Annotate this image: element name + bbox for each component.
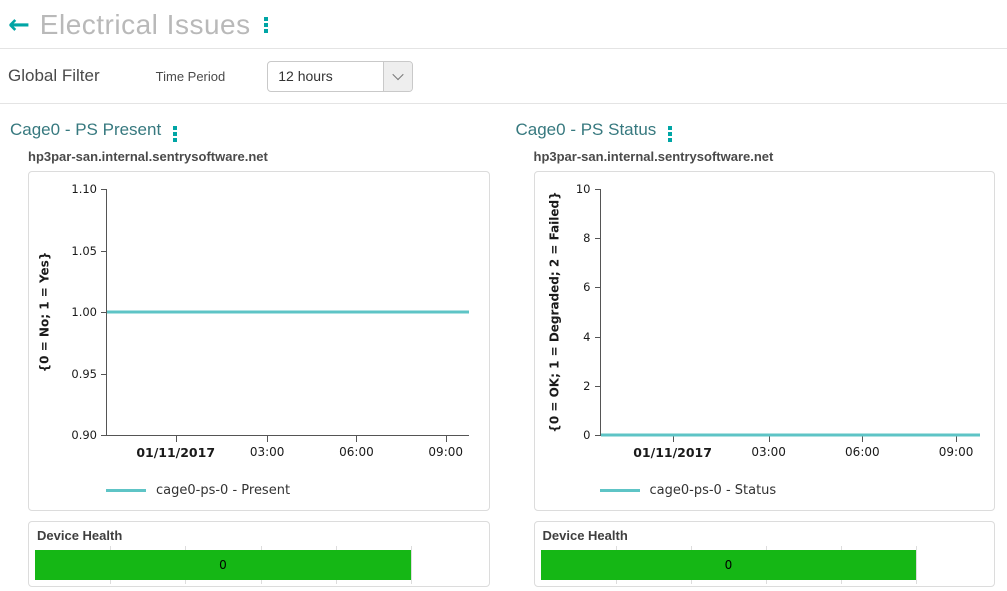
back-arrow-icon: ← (8, 10, 30, 40)
x-tick-label: 01/11/2017 (136, 445, 216, 460)
global-filter-bar: Global Filter Time Period 12 hours (0, 49, 1007, 104)
legend-label: cage0-ps-0 - Present (156, 483, 291, 498)
y-tick-label: 10 (575, 182, 591, 196)
panel-ps-present: Cage0 - PS Present hp3par-san.internal.s… (8, 112, 490, 587)
y-axis-title: {0 = No; 1 = Yes} (37, 251, 51, 372)
y-tick-label: 4 (583, 329, 591, 344)
y-tick-mark (101, 373, 107, 375)
time-period-selected-value: 12 hours (278, 68, 333, 84)
plot-area: 0 2 4 6 8 10 01/11/2017 03:00 06:00 09:00 (576, 182, 980, 460)
series-line (107, 310, 469, 314)
device-health-label: Device Health (542, 528, 628, 543)
y-tick-label: 1.10 (71, 182, 97, 196)
panel-menu-kebab-icon[interactable] (665, 123, 675, 145)
y-axis-title: {0 = OK; 1 = Degraded; 2 = Failed} (547, 190, 562, 433)
time-period-label: Time Period (155, 68, 226, 84)
x-tick-label: 09:00 (428, 445, 464, 459)
dashboard-grid: Cage0 - PS Present hp3par-san.internal.s… (0, 104, 1007, 587)
device-health-chart: 0 (540, 546, 989, 584)
device-health-chart: 0 (35, 546, 483, 584)
y-tick-mark (594, 238, 601, 240)
y-tick-label: 0 (583, 428, 591, 442)
device-health-panel: Device Health 0 (533, 521, 995, 587)
host-name: hp3par-san.internal.sentrysoftware.net (533, 149, 774, 164)
x-tick-mark (175, 436, 177, 442)
x-tick-label: 09:00 (938, 445, 974, 459)
back-button[interactable]: ← (8, 12, 34, 38)
x-tick-mark (267, 436, 269, 442)
time-period-select[interactable]: 12 hours (267, 60, 414, 92)
panel-menu-kebab-icon[interactable] (170, 123, 180, 145)
device-health-bar[interactable]: 0 (35, 550, 411, 580)
y-tick-mark (101, 189, 107, 190)
chart-panel: {0 = No; 1 = Yes} 0.90 0.95 1.00 1.05 1.10 01/… (28, 171, 490, 511)
y-tick-label: 1.05 (71, 243, 97, 258)
chart-panel: {0 = OK; 1 = Degraded; 2 = Failed} 0 2 4 6 8 1… (533, 171, 995, 511)
chevron-down-icon (383, 61, 413, 91)
y-tick-label: 0.95 (71, 366, 97, 381)
device-health-panel: Device Health 0 (28, 521, 490, 587)
x-tick-label: 06:00 (845, 445, 880, 459)
page-title: Electrical Issues (39, 9, 251, 40)
device-health-value: 0 (724, 558, 733, 572)
plot-area: 0.90 0.95 1.00 1.05 1.10 01/11/2017 03:00 06:00… (71, 182, 469, 460)
y-tick-label: 8 (583, 231, 591, 246)
legend-line-swatch (106, 489, 146, 492)
line-chart-ps-present: {0 = No; 1 = Yes} 0.90 0.95 1.00 1.05 1.10 01/… (29, 172, 489, 510)
x-tick-mark (956, 436, 958, 442)
x-tick-mark (768, 436, 770, 442)
x-tick-label: 06:00 (339, 445, 374, 459)
line-chart-ps-status: {0 = OK; 1 = Degraded; 2 = Failed} 0 2 4 6 8 1… (535, 172, 995, 510)
y-tick-mark (594, 385, 601, 387)
x-tick-mark (672, 436, 674, 442)
panel-title: Cage0 - PS Status (515, 120, 657, 139)
panel-title: Cage0 - PS Present (10, 120, 162, 139)
x-tick-label: 01/11/2017 (633, 445, 712, 460)
y-tick-mark (101, 435, 107, 436)
y-tick-mark (594, 336, 601, 338)
y-tick-mark (594, 435, 601, 436)
y-tick-mark (101, 312, 107, 313)
device-health-bar[interactable]: 0 (540, 550, 917, 580)
device-health-value: 0 (219, 558, 227, 572)
x-tick-label: 03:00 (249, 445, 285, 459)
device-health-label: Device Health (37, 528, 123, 543)
panel-ps-status: Cage0 - PS Status hp3par-san.internal.se… (514, 112, 995, 587)
y-tick-label: 6 (583, 280, 591, 295)
page-menu-kebab-icon[interactable] (261, 14, 271, 36)
y-tick-label: 1.00 (71, 305, 97, 319)
device-health-scale: 0 (35, 546, 412, 584)
y-tick-label: 0.90 (71, 428, 97, 442)
device-health-scale: 0 (540, 546, 918, 584)
series-line (600, 433, 980, 437)
x-tick-mark (445, 436, 447, 442)
x-tick-label: 03:00 (751, 445, 786, 459)
y-tick-mark (101, 250, 107, 252)
x-tick-mark (356, 436, 358, 442)
chart-legend: cage0-ps-0 - Present (106, 483, 290, 498)
page-header: ← Electrical Issues (0, 0, 1007, 49)
host-name: hp3par-san.internal.sentrysoftware.net (28, 149, 268, 164)
x-tick-mark (862, 436, 864, 442)
y-tick-mark (594, 287, 601, 289)
global-filter-title: Global Filter (8, 66, 100, 85)
y-tick-label: 2 (583, 378, 591, 393)
legend-label: cage0-ps-0 - Status (649, 483, 777, 498)
chart-legend: cage0-ps-0 - Status (599, 483, 777, 498)
y-tick-mark (594, 189, 601, 190)
legend-line-swatch (599, 489, 640, 492)
